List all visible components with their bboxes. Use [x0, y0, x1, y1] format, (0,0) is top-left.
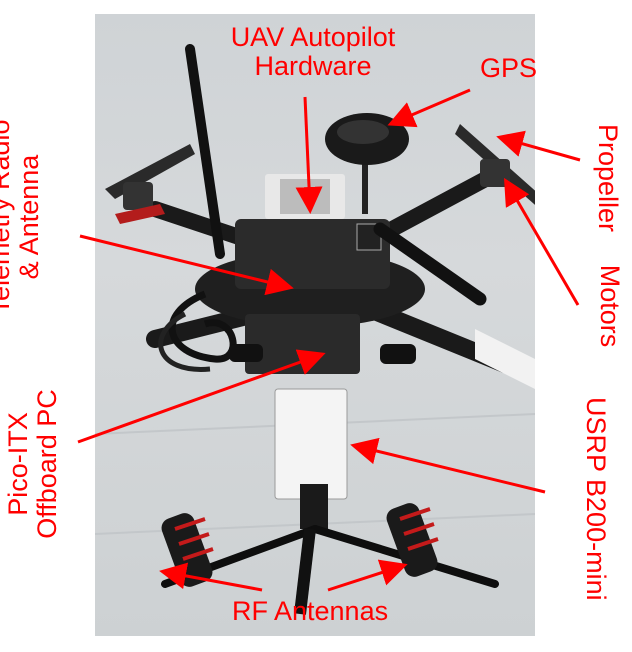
gps-arrow [387, 88, 471, 128]
left-motor [123, 182, 153, 210]
rf-left-arrow [159, 562, 263, 592]
autopilot-label-line2: Hardware [254, 51, 372, 82]
gps-label: GPS [480, 53, 538, 83]
pico-itx-label-line2: Offboard PC [32, 389, 63, 539]
telemetry-antenna [185, 44, 225, 259]
telemetry-label-line1: Telemetry Radio [0, 119, 15, 315]
motors-label: Motors [595, 264, 625, 348]
propeller-label: Propeller [593, 123, 623, 233]
telemetry-label-line2: & Antenna [14, 154, 45, 280]
motors-arrow [503, 177, 580, 306]
usrp-arrow [350, 437, 546, 494]
autopilot-arrow [295, 96, 323, 214]
telemetry-label: Telemetry Radio & Antenna [0, 117, 48, 317]
rf-antennas-label: RF Antennas [232, 596, 389, 626]
pico-itx-label-line1: Pico-ITX [3, 412, 33, 516]
pico-itx-arrow [77, 349, 326, 444]
usrp-label: USRP B200-mini [581, 397, 611, 601]
propeller-arrow [496, 130, 581, 162]
autopilot-label-line1: UAV Autopilot [230, 22, 396, 52]
pico-itx-box [245, 314, 360, 374]
pico-itx-label: Pico-ITX Offboard PC [3, 389, 66, 539]
autopilot-label: UAV Autopilot Hardware [213, 22, 413, 82]
right-motor [480, 159, 510, 187]
telemetry-arrow [79, 234, 294, 296]
rf-right-arrow [327, 559, 408, 592]
